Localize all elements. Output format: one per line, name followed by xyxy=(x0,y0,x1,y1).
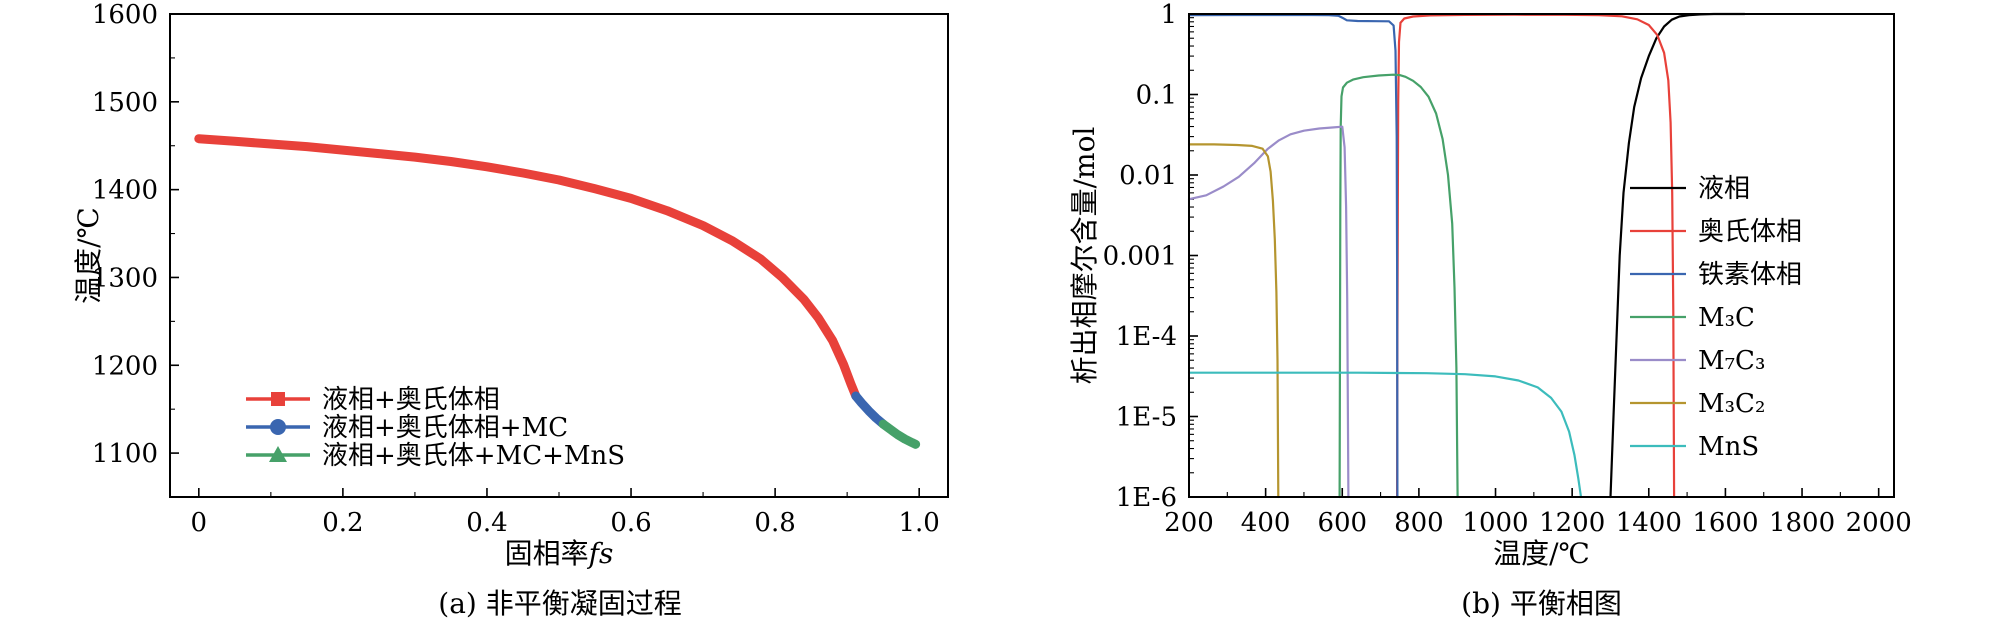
y-tick-label: 1500 xyxy=(92,88,158,118)
tick-labels: 200 400 600 800 1000 1200 1400 1600 1800 2000 1 0.1… xyxy=(1103,0,1912,538)
legend-label: 液相 xyxy=(1698,174,1750,204)
x-tick-label: 0.4 xyxy=(466,508,507,538)
x-axis-title: 温度/℃ xyxy=(1493,537,1590,570)
panel-a: 0 0.2 0.4 0.6 0.8 1.0 1100 1200 1300 1400 1500 1600… xyxy=(72,0,949,620)
series-b-6 xyxy=(1187,371,1583,499)
legend-marker-circle xyxy=(270,419,286,435)
x-tick-label: 0.2 xyxy=(322,508,363,538)
series-b-1 xyxy=(1396,13,1676,499)
series-group xyxy=(194,134,921,449)
series-b-2 xyxy=(1187,13,1399,499)
legend-label: 铁素体相 xyxy=(1698,260,1802,290)
series-b-4 xyxy=(1187,125,1350,499)
legend-label: MnS xyxy=(1698,432,1759,462)
series-a-1 xyxy=(851,391,888,429)
plot-frame xyxy=(169,13,949,498)
y-tick-label: 1100 xyxy=(92,439,158,469)
caption-b: (b) 平衡相图 xyxy=(1461,587,1622,620)
panel-b: 200 400 600 800 1000 1200 1400 1600 1800 2000 1 0.1… xyxy=(1004,0,2008,637)
legend-label: 奥氏体相 xyxy=(1698,217,1802,247)
legend-label: M₃C₂ xyxy=(1698,389,1765,419)
series-a-0 xyxy=(194,134,861,401)
y-tick-label: 1600 xyxy=(92,0,158,30)
x-tick-label: 1.0 xyxy=(899,508,940,538)
series-group xyxy=(1187,12,1746,499)
y-tick-label: 0.1 xyxy=(1136,81,1177,111)
x-tick-label: 200 xyxy=(1164,508,1214,538)
x-tick-label: 2000 xyxy=(1846,508,1912,538)
x-tick-label: 1000 xyxy=(1462,508,1528,538)
x-tick-label: 400 xyxy=(1241,508,1291,538)
x-tick-label: 0.8 xyxy=(754,508,795,538)
legend-label: M₃C xyxy=(1698,303,1755,333)
legend-label: 液相+奥氏体相 xyxy=(322,385,500,415)
chart-a: 0 0.2 0.4 0.6 0.8 1.0 1100 1200 1300 1400 1500 1600… xyxy=(72,0,949,570)
caption-a: (a) 非平衡凝固过程 xyxy=(438,587,682,620)
x-tick-label: 1400 xyxy=(1616,508,1682,538)
x-tick-label: 0 xyxy=(191,508,208,538)
x-tick-label: 1800 xyxy=(1769,508,1835,538)
y-axis-title: 析出相摩尔含量/mol xyxy=(1068,127,1101,385)
x-tick-label: 600 xyxy=(1317,508,1367,538)
legend-marker-square xyxy=(271,392,285,406)
chart-a: 0 0.2 0.4 0.6 0.8 1.0 1100 1200 1300 1400 1500 1600… xyxy=(72,0,949,570)
y-tick-label: 1E-5 xyxy=(1116,403,1177,433)
axis-ticks xyxy=(1188,13,1880,498)
y-tick-label: 0.001 xyxy=(1103,242,1177,272)
legend-label: M₇C₃ xyxy=(1698,346,1765,376)
y-tick-label: 0.01 xyxy=(1119,161,1177,191)
y-tick-label: 1E-4 xyxy=(1116,322,1177,352)
x-tick-label: 1600 xyxy=(1692,508,1758,538)
y-tick-label: 1300 xyxy=(92,263,158,293)
y-tick-label: 1200 xyxy=(92,351,158,381)
chart-b: 200 400 600 800 1000 1200 1400 1600 1800 2000 1 0.1… xyxy=(1068,0,1912,570)
legend-label: 液相+奥氏体+MC+MnS xyxy=(322,441,625,471)
y-tick-label: 1400 xyxy=(92,176,158,206)
legend-label: 液相+奥氏体相+MC xyxy=(322,413,568,443)
series-b-0 xyxy=(1609,12,1746,499)
chart-b: 200 400 600 800 1000 1200 1400 1600 1800 2000 1 0.1… xyxy=(1068,0,1912,570)
plot-frame xyxy=(1188,13,1895,498)
y-axis-title: 温度/℃ xyxy=(72,207,105,304)
tick-labels: 0 0.2 0.4 0.6 0.8 1.0 1100 1200 1300 1400 1500 1600 xyxy=(92,0,940,538)
x-tick-label: 1200 xyxy=(1539,508,1605,538)
x-tick-label: 0.6 xyxy=(610,508,651,538)
x-axis-title: 固相率fs xyxy=(505,537,614,570)
x-tick-label: 800 xyxy=(1394,508,1444,538)
series-b-5 xyxy=(1187,143,1280,499)
legend-marker-triangle xyxy=(269,446,287,462)
y-tick-label: 1E-6 xyxy=(1116,483,1177,513)
series-b-3 xyxy=(1338,73,1459,499)
y-tick-label: 1 xyxy=(1160,0,1177,30)
series-a-2 xyxy=(878,419,921,449)
